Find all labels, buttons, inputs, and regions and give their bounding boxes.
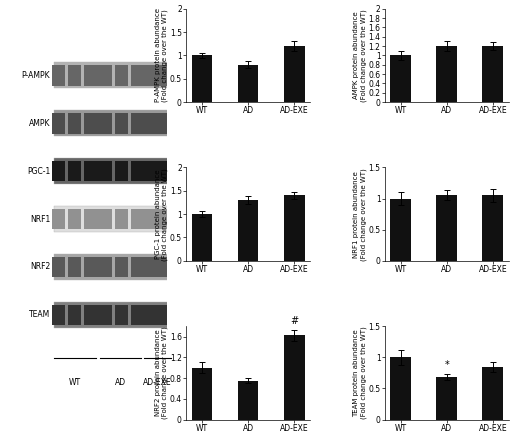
Y-axis label: P-AMPK protein abundance
(Fold change over the WT): P-AMPK protein abundance (Fold change ov… bbox=[155, 8, 168, 102]
Text: TEAM: TEAM bbox=[29, 310, 50, 319]
Y-axis label: NRF2 protein abundance
(Fold change over the WT): NRF2 protein abundance (Fold change over… bbox=[155, 326, 168, 419]
Bar bbox=[68, 161, 81, 181]
Bar bbox=[483, 195, 503, 261]
Text: P-AMPK: P-AMPK bbox=[22, 71, 50, 80]
Bar bbox=[161, 209, 175, 229]
Bar bbox=[53, 158, 170, 184]
Text: PGC-1: PGC-1 bbox=[27, 166, 50, 176]
Text: NRF1: NRF1 bbox=[30, 215, 50, 224]
Bar bbox=[483, 46, 503, 102]
Bar bbox=[53, 110, 170, 136]
Bar bbox=[237, 200, 259, 261]
Y-axis label: NRF1 protein abundance
(Fold change over the WT): NRF1 protein abundance (Fold change over… bbox=[354, 168, 367, 260]
Bar bbox=[115, 161, 128, 181]
Bar bbox=[68, 209, 81, 229]
Bar bbox=[436, 46, 457, 102]
Bar bbox=[84, 257, 98, 277]
Bar bbox=[98, 65, 112, 86]
Bar bbox=[51, 65, 65, 86]
Bar bbox=[237, 65, 259, 102]
Bar bbox=[436, 377, 457, 420]
Bar bbox=[115, 257, 128, 277]
Bar bbox=[131, 257, 144, 277]
Bar bbox=[131, 65, 144, 86]
Text: #: # bbox=[290, 316, 298, 326]
Bar bbox=[390, 198, 411, 261]
Bar bbox=[152, 305, 166, 325]
Text: AD: AD bbox=[115, 378, 126, 388]
Bar bbox=[140, 65, 154, 86]
Bar bbox=[84, 161, 98, 181]
Bar bbox=[131, 161, 144, 181]
Bar bbox=[192, 214, 212, 261]
Bar bbox=[161, 161, 175, 181]
Bar bbox=[51, 113, 65, 134]
Bar bbox=[115, 65, 128, 86]
Bar bbox=[115, 113, 128, 134]
Bar bbox=[53, 254, 170, 280]
Bar bbox=[152, 209, 166, 229]
Bar bbox=[98, 257, 112, 277]
Bar bbox=[51, 209, 65, 229]
Y-axis label: TEAM protein abundance
(Fold change over the WT): TEAM protein abundance (Fold change over… bbox=[354, 326, 367, 419]
Bar bbox=[98, 161, 112, 181]
Bar bbox=[131, 305, 144, 325]
Bar bbox=[131, 209, 144, 229]
Bar bbox=[140, 257, 154, 277]
Bar bbox=[161, 305, 175, 325]
Bar bbox=[53, 206, 170, 232]
Bar bbox=[53, 302, 170, 328]
Bar bbox=[84, 113, 98, 134]
Bar bbox=[68, 65, 81, 86]
Bar bbox=[390, 55, 411, 102]
Bar bbox=[192, 368, 212, 420]
Y-axis label: AMPK protein abundance
(Fold change over the WT): AMPK protein abundance (Fold change over… bbox=[354, 9, 367, 102]
Bar bbox=[53, 62, 170, 88]
Bar bbox=[84, 65, 98, 86]
Bar bbox=[68, 257, 81, 277]
Bar bbox=[152, 257, 166, 277]
Bar bbox=[115, 209, 128, 229]
Bar bbox=[140, 161, 154, 181]
Bar bbox=[51, 161, 65, 181]
Bar bbox=[84, 305, 98, 325]
Bar bbox=[84, 209, 98, 229]
Bar bbox=[161, 257, 175, 277]
Bar bbox=[98, 305, 112, 325]
Bar bbox=[140, 113, 154, 134]
Bar bbox=[140, 305, 154, 325]
Bar bbox=[284, 46, 304, 102]
Bar bbox=[131, 113, 144, 134]
Bar bbox=[51, 257, 65, 277]
Bar bbox=[284, 195, 304, 261]
Bar bbox=[98, 113, 112, 134]
Bar bbox=[436, 195, 457, 261]
Bar bbox=[161, 65, 175, 86]
Bar bbox=[237, 381, 259, 420]
Y-axis label: PGC-1 protein abundance
(Fold change over the WT): PGC-1 protein abundance (Fold change ove… bbox=[155, 168, 168, 260]
Bar bbox=[483, 367, 503, 420]
Bar bbox=[140, 209, 154, 229]
Bar bbox=[51, 305, 65, 325]
Bar bbox=[390, 357, 411, 420]
Bar bbox=[115, 305, 128, 325]
Text: AMPK: AMPK bbox=[29, 119, 50, 128]
Bar bbox=[68, 113, 81, 134]
Text: NRF2: NRF2 bbox=[30, 263, 50, 271]
Bar bbox=[152, 65, 166, 86]
Bar bbox=[152, 113, 166, 134]
Bar bbox=[152, 161, 166, 181]
Bar bbox=[192, 55, 212, 102]
Bar bbox=[68, 305, 81, 325]
Bar bbox=[98, 209, 112, 229]
Text: WT: WT bbox=[68, 378, 81, 388]
Text: *: * bbox=[445, 360, 449, 370]
Text: AD-EXE: AD-EXE bbox=[143, 378, 172, 388]
Bar bbox=[284, 336, 304, 420]
Bar bbox=[161, 113, 175, 134]
